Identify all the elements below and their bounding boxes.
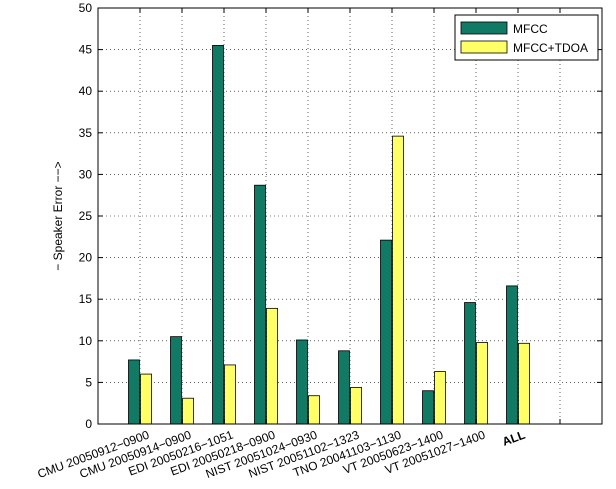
legend-swatch <box>460 40 508 54</box>
bar-mfcc-tdoa <box>350 386 362 425</box>
y-tick-label: 35 <box>79 126 93 140</box>
bar-mfcc <box>380 239 392 425</box>
legend-label: MFCC <box>513 22 548 36</box>
bar-mfcc-tdoa <box>266 307 278 425</box>
y-tick-label: 5 <box>85 375 92 389</box>
bar-mfcc <box>254 184 266 425</box>
y-tick-label: 30 <box>79 167 93 181</box>
x-tick-label: ALL <box>500 428 527 449</box>
legend-swatch <box>460 21 508 35</box>
y-tick-label: 25 <box>79 209 93 223</box>
grid-lines <box>98 8 602 424</box>
y-tick-label: 45 <box>79 43 93 57</box>
y-tick-labels: 0 5 10 15 20 25 30 35 40 45 50 <box>79 1 93 431</box>
bar-mfcc-tdoa <box>434 371 446 425</box>
y-tick-label: 15 <box>79 292 93 306</box>
bars <box>128 45 530 425</box>
legend: MFCC MFCC+TDOA <box>454 14 599 61</box>
y-tick-label: 0 <box>85 417 92 431</box>
bar-mfcc-tdoa <box>182 397 194 425</box>
bar-mfcc-tdoa <box>224 364 236 425</box>
axis-ticks <box>98 7 602 425</box>
bar-mfcc <box>296 339 308 425</box>
bar-mfcc <box>212 45 224 425</box>
y-tick-label: 20 <box>79 251 93 265</box>
y-tick-label: 40 <box>79 84 93 98</box>
bar-mfcc <box>422 390 434 425</box>
bar-mfcc-tdoa <box>392 135 404 425</box>
y-tick-label: 50 <box>79 1 93 15</box>
bar-mfcc <box>464 302 476 425</box>
bar-mfcc <box>506 285 518 425</box>
bar-mfcc <box>128 359 140 425</box>
bar-mfcc-tdoa <box>140 373 152 425</box>
bar-mfcc-tdoa <box>476 342 488 425</box>
bar-mfcc-tdoa <box>308 395 320 425</box>
bar-mfcc <box>338 350 350 425</box>
legend-label: MFCC+TDOA <box>513 41 588 55</box>
bar-mfcc <box>170 336 182 425</box>
y-axis-label: − Speaker Error −−> <box>51 161 65 270</box>
y-tick-label: 10 <box>79 334 93 348</box>
bar-mfcc-tdoa <box>518 342 530 425</box>
